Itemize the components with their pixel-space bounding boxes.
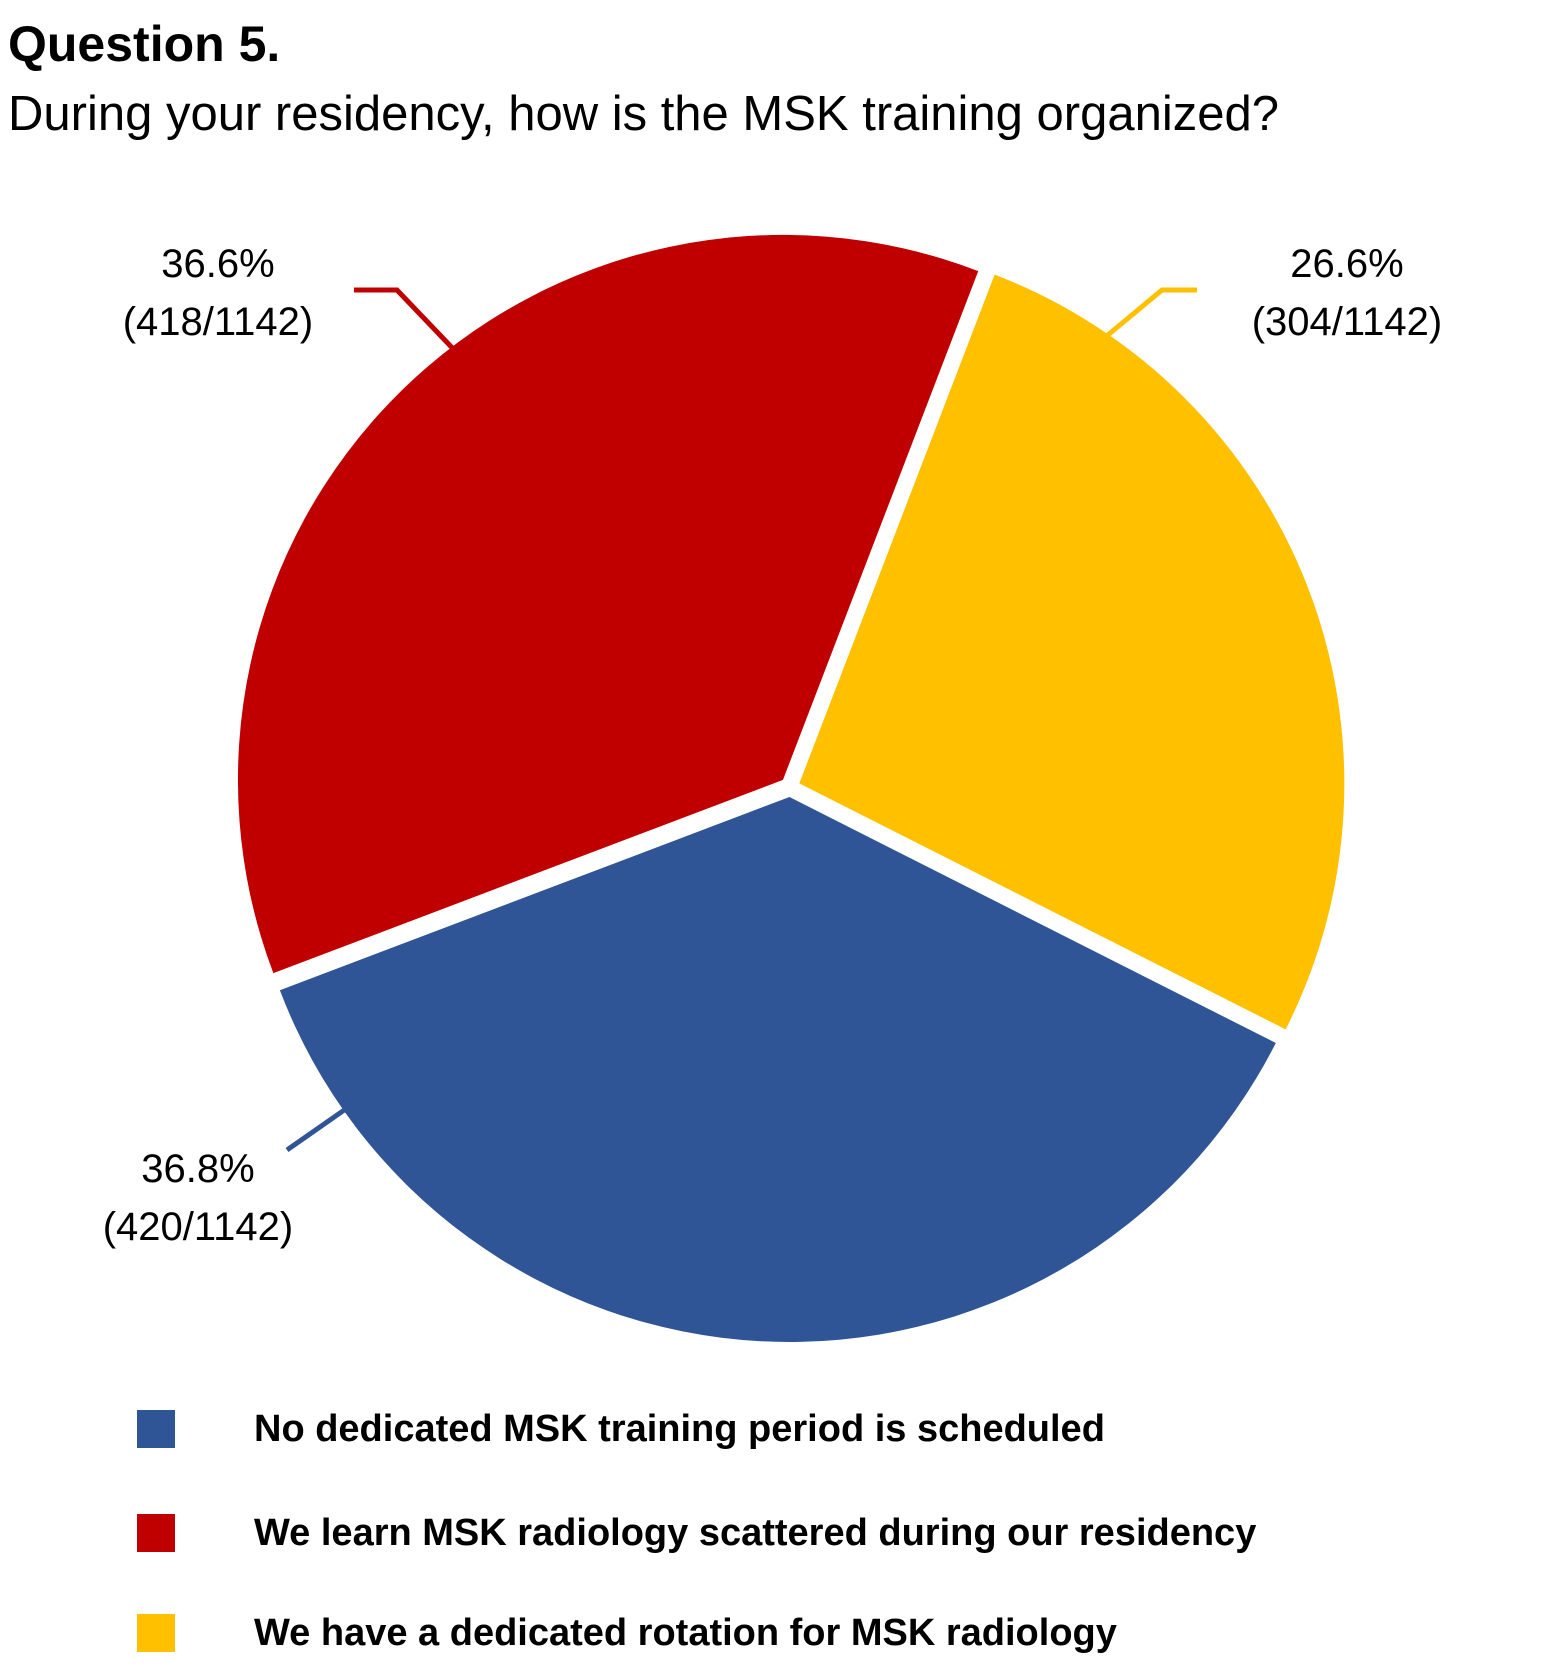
slice-count-label: (420/1142) [103,1205,294,1249]
slice-percent-label: 36.8% [141,1147,254,1191]
pie-slice [799,274,1345,1030]
legend-label: We have a dedicated rotation for MSK rad… [254,1612,1117,1654]
pie-slice [237,234,979,974]
pie-slice [279,796,1276,1342]
slice-count-label: (418/1142) [123,300,314,344]
legend-swatch [137,1410,175,1448]
leader-line [285,1103,352,1153]
slice-count-label: (304/1142) [1252,300,1443,344]
chart-subtitle: During your residency, how is the MSK tr… [8,87,1280,141]
legend-swatch [137,1614,175,1652]
chart-title: Question 5. [8,16,281,72]
slice-percent-label: 26.6% [1290,242,1403,286]
legend-label: No dedicated MSK training period is sche… [254,1408,1105,1450]
slice-percent-label: 36.6% [161,242,274,286]
leader-line [1095,287,1197,346]
leader-line [354,287,462,358]
legend-swatch [137,1514,175,1552]
legend-label: We learn MSK radiology scattered during … [254,1512,1257,1554]
